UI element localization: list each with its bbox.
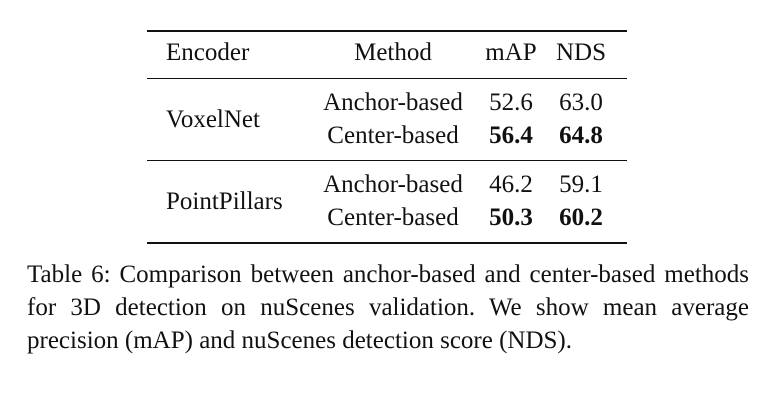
method-cell: Anchor-based [323, 171, 463, 198]
table-top-rule [147, 30, 627, 32]
table-bottom-rule [147, 242, 627, 244]
method-cell: Center-based [327, 122, 459, 149]
nds-cell: 59.1 [559, 171, 603, 198]
map-cell-best: 50.3 [489, 204, 533, 231]
map-cell: 46.2 [489, 171, 533, 198]
method-cell: Anchor-based [323, 89, 463, 116]
nds-cell: 63.0 [559, 89, 603, 116]
method-cell: Center-based [327, 204, 459, 231]
header-encoder: Encoder [166, 39, 250, 66]
nds-cell-best: 64.8 [559, 122, 603, 149]
map-cell: 52.6 [489, 89, 533, 116]
header-rule [147, 78, 627, 79]
table-caption: Table 6: Comparison between anchor-based… [27, 261, 749, 354]
header-nds: NDS [555, 39, 607, 66]
header-map: mAP [485, 39, 537, 66]
encoder-voxelnet: VoxelNet [166, 106, 260, 133]
nds-cell-best: 60.2 [559, 204, 603, 231]
map-cell-best: 56.4 [489, 122, 533, 149]
header-method: Method [354, 39, 432, 66]
group-separator-rule [147, 160, 627, 161]
encoder-pointpillars: PointPillars [166, 188, 283, 215]
